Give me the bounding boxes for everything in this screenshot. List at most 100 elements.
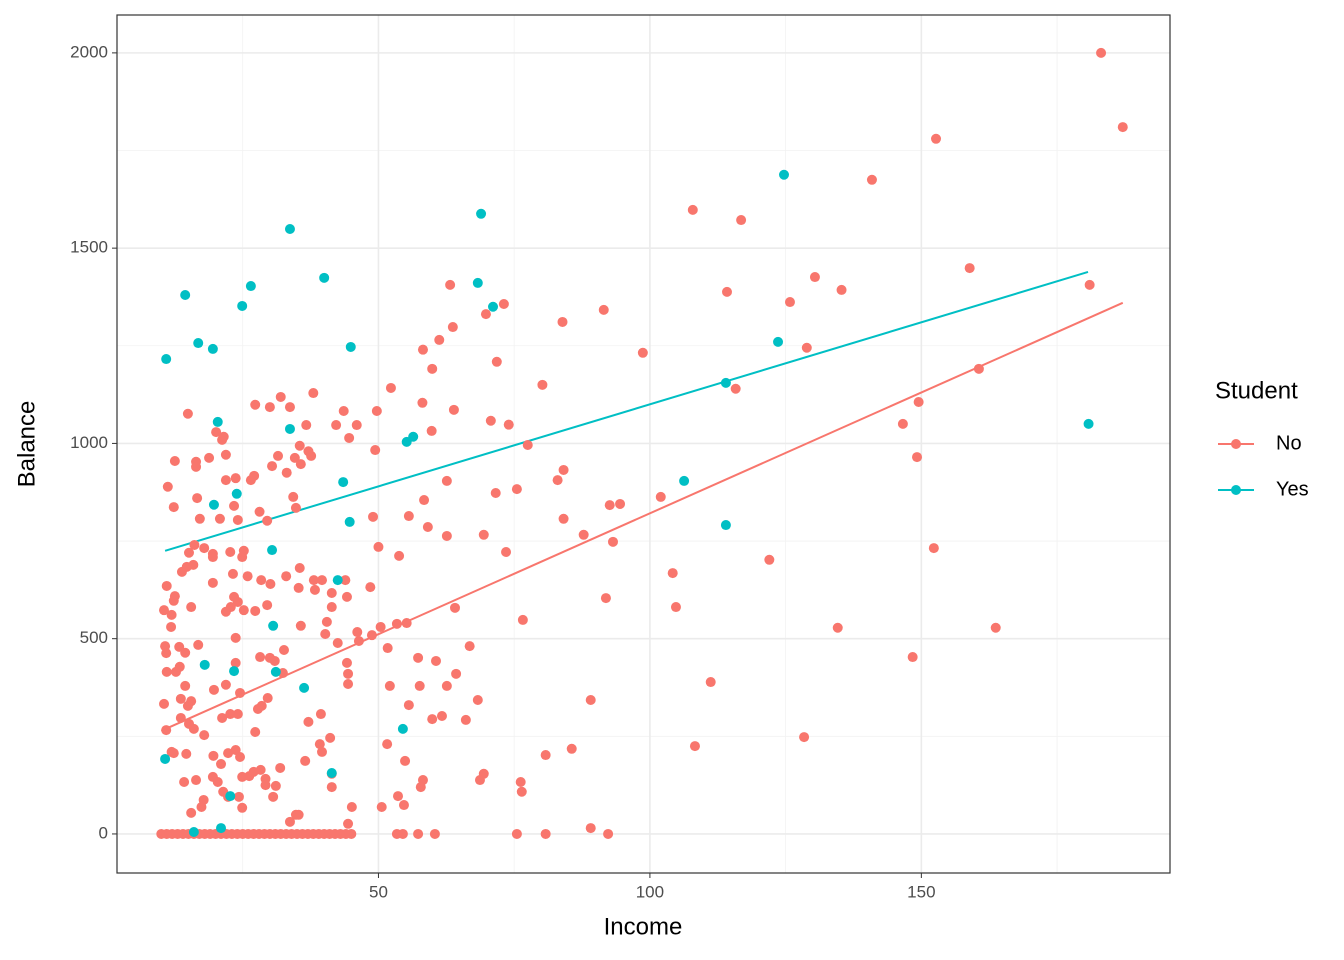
data-point <box>284 402 295 413</box>
data-point <box>604 500 615 511</box>
data-point <box>400 755 411 766</box>
data-point <box>373 541 384 552</box>
data-point <box>306 450 317 461</box>
legend-label: Yes <box>1276 478 1309 500</box>
data-point <box>689 741 700 752</box>
fit-line <box>160 301 1124 732</box>
data-point <box>448 404 459 415</box>
data-point <box>238 605 249 616</box>
data-point <box>345 341 356 352</box>
data-point <box>344 432 355 443</box>
data-point <box>188 723 199 734</box>
data-point <box>176 566 187 577</box>
data-point <box>370 445 381 456</box>
data-point <box>558 513 569 524</box>
data-point <box>262 600 273 611</box>
data-point <box>436 711 447 722</box>
data-point <box>242 571 253 582</box>
legend-marker <box>1231 439 1241 449</box>
data-point <box>254 506 265 517</box>
data-point <box>199 730 210 741</box>
data-point <box>344 516 355 527</box>
y-axis-title: Balance <box>13 401 40 488</box>
data-point <box>308 388 319 399</box>
data-point <box>169 591 180 602</box>
data-point <box>237 802 248 813</box>
data-point <box>268 620 279 631</box>
data-point <box>256 575 267 586</box>
data-point <box>511 484 522 495</box>
data-point <box>180 290 191 301</box>
legend-title: Student <box>1215 377 1298 404</box>
data-point <box>284 816 295 827</box>
data-point <box>275 391 286 402</box>
data-point <box>208 499 219 510</box>
data-point <box>212 777 223 788</box>
data-point <box>159 698 170 709</box>
data-point <box>332 575 343 586</box>
data-point <box>308 575 319 586</box>
data-point <box>501 546 512 557</box>
data-point <box>398 800 409 811</box>
data-point <box>214 513 225 524</box>
data-point <box>447 322 458 333</box>
data-point <box>450 602 461 613</box>
data-point <box>250 605 261 616</box>
data-point <box>161 354 172 365</box>
data-point <box>245 281 256 292</box>
data-point <box>183 547 194 558</box>
data-point <box>451 668 462 679</box>
data-point <box>600 593 611 604</box>
data-point <box>303 716 314 727</box>
data-point <box>193 338 204 349</box>
data-point <box>346 828 357 839</box>
data-point <box>397 723 408 734</box>
data-point <box>679 475 690 486</box>
data-point <box>230 657 241 668</box>
data-point <box>973 363 984 374</box>
data-point <box>293 582 304 593</box>
data-point <box>179 777 190 788</box>
data-point <box>341 591 352 602</box>
data-point <box>667 568 678 579</box>
data-point <box>391 618 402 629</box>
data-point <box>615 498 626 509</box>
data-point <box>809 272 820 283</box>
data-point <box>773 336 784 347</box>
data-point <box>351 420 362 431</box>
data-point <box>368 511 379 522</box>
data-point <box>207 552 218 563</box>
y-tick-label: 1500 <box>70 238 108 257</box>
data-point <box>472 277 483 288</box>
data-point <box>262 515 273 526</box>
data-point <box>511 828 522 839</box>
data-point <box>670 602 681 613</box>
data-point <box>419 495 430 506</box>
data-point <box>413 828 424 839</box>
data-point <box>414 680 425 691</box>
data-point <box>401 436 412 447</box>
data-point <box>394 550 405 561</box>
data-point <box>284 423 295 434</box>
data-point <box>293 809 304 820</box>
data-point <box>315 709 326 720</box>
data-point <box>413 652 424 663</box>
data-point <box>181 748 192 759</box>
data-point <box>237 771 248 782</box>
data-point <box>730 383 741 394</box>
data-point <box>300 755 311 766</box>
data-point <box>415 782 426 793</box>
data-point <box>166 609 177 620</box>
data-point <box>319 272 330 283</box>
data-point <box>474 775 485 786</box>
data-point <box>316 575 327 586</box>
data-point <box>260 780 271 791</box>
data-point <box>265 579 276 590</box>
data-point <box>278 645 289 656</box>
data-point <box>227 568 238 579</box>
data-point <box>162 481 173 492</box>
data-point <box>352 627 363 638</box>
y-tick-label: 0 <box>99 823 108 842</box>
data-point <box>343 678 354 689</box>
data-point <box>801 342 812 353</box>
